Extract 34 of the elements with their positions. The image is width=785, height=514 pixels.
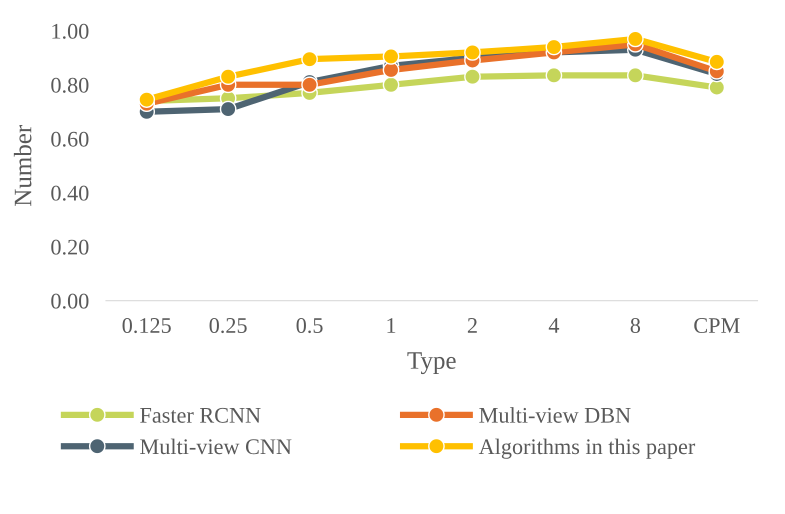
x-tick-label: 2	[468, 318, 477, 333]
point	[546, 38, 562, 56]
point	[220, 100, 236, 118]
point	[627, 67, 644, 84]
x-tick-label: 0.5	[296, 318, 323, 334]
legend-label: Faster RCNN	[140, 408, 261, 423]
x-tick-label: 4	[548, 318, 560, 333]
legend-label: Multi-view CNN	[140, 438, 292, 454]
x-axis-title: Type	[407, 352, 456, 374]
point	[301, 50, 318, 68]
legend-label: Multi-view DBN	[479, 407, 631, 423]
legend-label: Algorithms in this paper	[478, 438, 696, 459]
y-tick-label: 0.40	[51, 186, 88, 201]
y-axis-title: Number	[14, 125, 32, 206]
point	[627, 30, 644, 48]
x-tick-label: 8	[630, 318, 640, 333]
x-tick-label: 1	[387, 318, 396, 333]
y-tick-label: 0.00	[51, 294, 88, 309]
x-tick-label: 0.125	[122, 318, 171, 334]
x-tick-label: CPM	[694, 318, 740, 333]
point	[382, 76, 400, 94]
point	[708, 54, 726, 70]
y-tick-label: 0.80	[51, 78, 88, 93]
y-tick-label: 0.20	[51, 240, 88, 255]
y-tick-label: 0.60	[51, 132, 88, 147]
point	[464, 44, 481, 61]
point	[382, 62, 400, 78]
point	[546, 67, 562, 84]
y-tick-label: 1.00	[52, 24, 88, 39]
point	[382, 48, 400, 65]
point	[301, 76, 318, 94]
point	[220, 68, 236, 86]
point	[464, 68, 481, 86]
x-tick-label: 0.25	[210, 318, 247, 334]
